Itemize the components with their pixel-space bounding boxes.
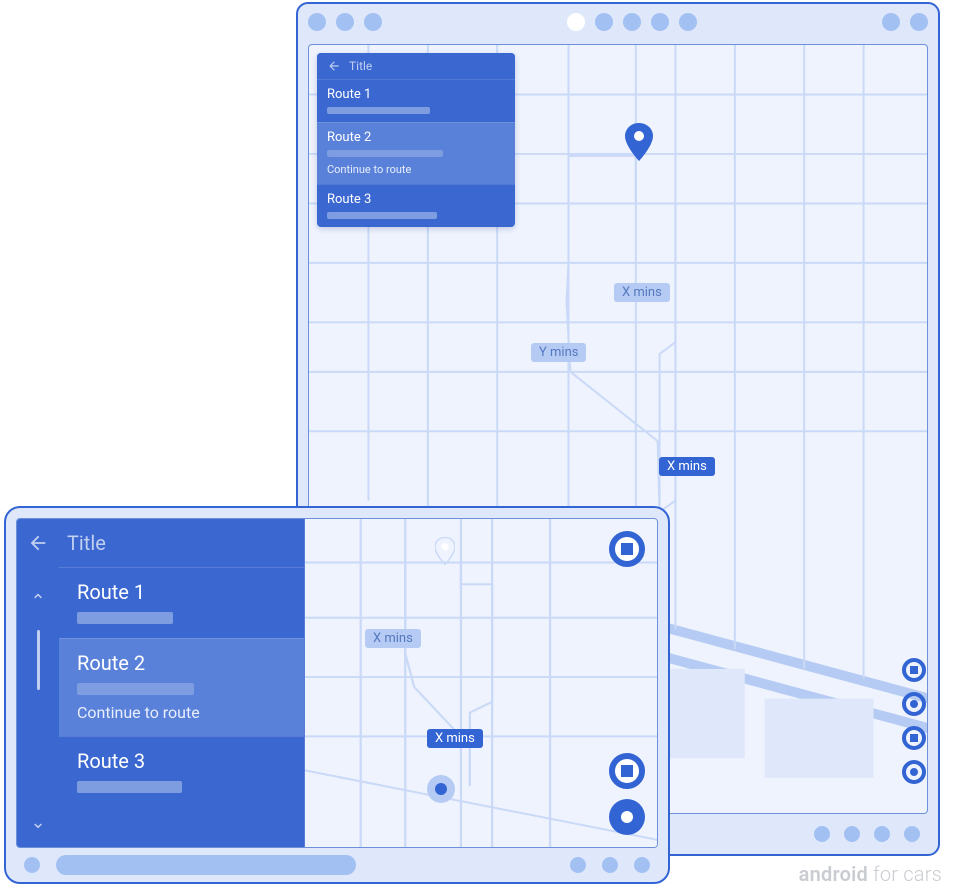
landscape-navbar [6,848,668,882]
route-item-label: Route 1 [77,580,286,604]
placeholder-bar [77,683,194,695]
scroll-indicator [37,630,40,690]
map-action-column [902,658,926,784]
status-dot [679,13,697,31]
status-dot [336,13,354,31]
statusbar-left-dots [308,13,382,31]
nav-dot[interactable] [634,857,650,873]
landscape-screen: Title ⌃ ⌄ Route 1 Route 2 Continu [16,518,658,848]
placeholder-bar [327,150,443,157]
panel-header[interactable]: Title [317,53,515,79]
placeholder-bar [77,612,173,624]
placeholder-bar [327,212,437,219]
chevron-down-icon[interactable]: ⌄ [30,812,45,833]
nav-dot[interactable] [904,826,920,842]
device-landscape: Title ⌃ ⌄ Route 1 Route 2 Continu [4,506,670,884]
status-dot [595,13,613,31]
map-action-button[interactable] [902,692,926,716]
route-item[interactable]: Route 3 [317,184,515,227]
status-dot [623,13,641,31]
route-item-subline: Continue to route [327,163,505,176]
route-duration-label: X mins [365,629,421,648]
placeholder-bar [77,781,182,793]
nav-dot[interactable] [570,857,586,873]
portrait-statusbar [298,4,938,40]
route-item[interactable]: Route 2 Continue to route [317,122,515,184]
status-dot [364,13,382,31]
map-action-button[interactable] [902,658,926,682]
map-action-button[interactable] [609,531,645,567]
nav-dot[interactable] [24,857,40,873]
status-dot [567,13,585,31]
watermark: android for cars [799,862,942,886]
status-dot [308,13,326,31]
map-action-button[interactable] [609,753,645,789]
nav-dot[interactable] [814,826,830,842]
status-dot [882,13,900,31]
route-duration-label: X mins [427,729,483,748]
current-location-icon [427,775,455,803]
status-dot [651,13,669,31]
map-background [305,519,657,847]
map-pane[interactable]: X mins X mins [305,519,657,847]
route-item[interactable]: Route 1 [59,567,304,638]
route-item[interactable]: Route 1 [317,79,515,122]
route-duration-label: X mins [659,457,715,476]
nav-dot[interactable] [874,826,890,842]
route-duration-label: X mins [614,283,670,302]
nav-dot[interactable] [602,857,618,873]
panel-header[interactable]: Title [17,519,304,567]
back-icon[interactable] [327,59,341,73]
placeholder-bar [327,107,430,114]
chevron-up-icon[interactable]: ⌃ [30,591,45,612]
route-duration-label: Y mins [531,343,586,362]
status-dot [910,13,928,31]
back-icon[interactable] [27,532,49,554]
route-item-label: Route 3 [77,749,286,773]
watermark-rest: for cars [868,862,942,886]
route-item-label: Route 3 [327,192,505,207]
nav-pill[interactable] [56,855,356,875]
statusbar-center-dots [567,13,697,31]
scroll-rail: ⌃ ⌄ [17,567,59,847]
panel-title: Title [349,59,372,73]
map-action-button[interactable] [902,726,926,750]
route-list-panel-compact: Title Route 1 Route 2 Continue to route … [317,53,515,227]
route-item[interactable]: Route 3 [59,736,304,807]
destination-pin-icon [625,123,653,161]
watermark-bold: android [799,862,868,886]
statusbar-right-dots [882,13,928,31]
route-item-label: Route 2 [77,651,286,675]
map-action-button[interactable] [609,799,645,835]
route-item[interactable]: Route 2 Continue to route [59,638,304,736]
destination-pin-icon [435,537,455,565]
route-list-panel: Title ⌃ ⌄ Route 1 Route 2 Continu [17,519,305,847]
route-item-label: Route 2 [327,130,505,145]
nav-dot[interactable] [844,826,860,842]
map-action-button[interactable] [902,760,926,784]
route-item-subline: Continue to route [77,703,286,722]
route-item-label: Route 1 [327,87,505,102]
panel-title: Title [67,531,106,555]
